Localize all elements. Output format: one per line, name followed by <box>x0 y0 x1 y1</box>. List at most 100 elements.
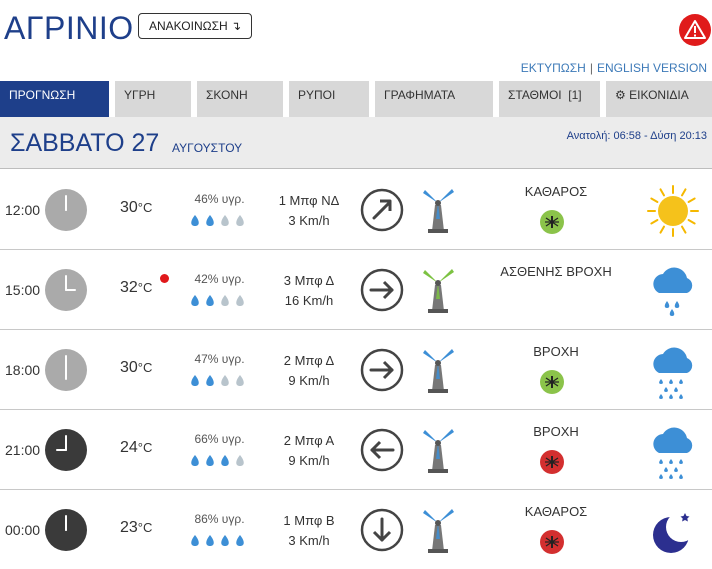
weather-condition: ΚΑΘΑΡΟΣ <box>524 504 588 519</box>
tab-label: ΥΓΡΗ <box>124 88 156 102</box>
turbine-blue-icon <box>418 425 458 475</box>
temperature-value: 24 <box>120 439 138 456</box>
announcement-button[interactable]: ΑΝΑΚΟΙΝΩΣΗ ↴ <box>138 13 253 39</box>
humidity-value: 42% υγρ. <box>194 272 245 286</box>
temperature-unit: °C <box>137 200 153 215</box>
humidity-drops-icon <box>188 294 250 308</box>
month-label: ΑΥΓΟΥΣΤΟΥ <box>172 141 243 155</box>
tab-humidity[interactable]: ΥΓΡΗ <box>115 81 191 117</box>
tab-label: ΕΙΚΟΝΙΔΙΑ <box>629 88 689 102</box>
wind-speed: 3 Km/h <box>288 213 330 228</box>
humidity-drops-icon <box>188 454 250 468</box>
arrow-down-icon <box>360 508 404 552</box>
tab-label: ΠΡΟΓΝΩΣΗ <box>9 88 76 102</box>
wind-info: 2 Μπφ Δ 9 Km/h <box>262 351 356 391</box>
forecast-time: 21:00 <box>5 442 41 458</box>
clock-icon <box>45 509 87 551</box>
tab-label: ΡΥΠΟΙ <box>298 88 336 102</box>
wind-beaufort: 2 Μπφ Α <box>283 433 335 448</box>
wind-info: 2 Μπφ Α 9 Km/h <box>262 431 356 471</box>
forecast-row: 21:00 24°C 66% υγρ. 2 Μπφ Α 9 Km/h ΒΡΟΧΗ <box>0 410 712 490</box>
rain-icon <box>645 423 701 479</box>
gear-icon: ⚙ <box>615 88 626 102</box>
arrow-left-icon <box>360 428 404 472</box>
turbine-green-icon <box>418 265 458 315</box>
day-header: ΣΑΒΒΑΤΟ 27 ΑΥΓΟΥΣΤΟΥ Ανατολή: 06:58 - Δύ… <box>0 117 712 169</box>
forecast-row: 12:00 30°C 46% υγρ. 1 Μπφ ΝΔ 3 Km/h ΚΑΘΑΡΟΣ <box>0 170 712 250</box>
temperature: 23°C <box>120 519 152 537</box>
temperature: 30°C <box>120 199 152 217</box>
forecast-time: 15:00 <box>5 282 41 298</box>
wind-beaufort: 1 Μπφ Β <box>283 513 335 528</box>
temperature-unit: °C <box>137 440 153 455</box>
rain-icon <box>645 343 701 399</box>
english-version-link[interactable]: ENGLISH VERSION <box>596 61 707 75</box>
arrow-right-icon <box>360 348 404 392</box>
wind-info: 1 Μπφ ΝΔ 3 Km/h <box>262 191 356 231</box>
temperature-value: 30 <box>120 359 138 376</box>
wind-speed: 9 Km/h <box>288 373 330 388</box>
weather-condition: ΒΡΟΧΗ <box>533 424 579 439</box>
heat-alert-dot <box>160 274 169 283</box>
temperature-unit: °C <box>137 280 153 295</box>
sun-icon <box>645 183 701 239</box>
forecast-row: 18:00 30°C 47% υγρ. 2 Μπφ Δ 9 Km/h ΒΡΟΧΗ <box>0 330 712 410</box>
wind-beaufort: 1 Μπφ ΝΔ <box>278 193 340 208</box>
alert-warning-icon[interactable] <box>679 14 711 46</box>
forecast-row: 15:00 32°C 42% υγρ. 3 Μπφ Δ 16 Km/h ΑΣΘΕΝΗΣ Β… <box>0 250 712 330</box>
wind-speed: 9 Km/h <box>288 453 330 468</box>
tab-bar: ΠΡΟΓΝΩΣΗ ΥΓΡΗ ΣΚΟΝΗ ΡΥΠΟΙ ΓΡΑΦΗΜΑΤΑ ΣΤΑΘ… <box>0 81 712 117</box>
arrow-up-right-icon <box>360 188 404 232</box>
forecast-time: 18:00 <box>5 362 41 378</box>
temperature: 30°C <box>120 359 152 377</box>
temperature-unit: °C <box>137 360 153 375</box>
tab-forecast[interactable]: ΠΡΟΓΝΩΣΗ <box>0 81 109 117</box>
weather-condition: ΚΑΘΑΡΟΣ <box>524 184 588 199</box>
temperature-value: 30 <box>120 199 138 216</box>
tab-icons[interactable]: ⚙ ΕΙΚΟΝΙΔΙΑ <box>606 81 712 117</box>
humidity-drops-icon <box>188 534 250 548</box>
humidity-value: 46% υγρ. <box>194 192 245 206</box>
print-link[interactable]: ΕΚΤΥΠΩΣΗ <box>520 61 586 75</box>
clock-icon <box>45 429 87 471</box>
tab-label: ΣΚΟΝΗ <box>206 88 248 102</box>
wind-speed: 3 Km/h <box>288 533 330 548</box>
moon-icon <box>645 503 701 559</box>
mosquito-icon <box>540 370 564 394</box>
clock-icon <box>45 269 87 311</box>
link-separator: | <box>589 61 593 75</box>
temperature-unit: °C <box>137 520 153 535</box>
wind-beaufort: 3 Μπφ Δ <box>283 273 335 288</box>
tab-stations[interactable]: ΣΤΑΘΜΟΙ [1] <box>499 81 600 117</box>
turbine-blue-icon <box>418 505 458 555</box>
forecast-time: 00:00 <box>5 522 41 538</box>
sunrise-sunset: Ανατολή: 06:58 - Δύση 20:13 <box>566 130 707 142</box>
temperature-value: 23 <box>120 519 138 536</box>
tab-charts[interactable]: ΓΡΑΦΗΜΑΤΑ <box>375 81 493 117</box>
temperature-value: 32 <box>120 279 138 296</box>
tab-pollutants[interactable]: ΡΥΠΟΙ <box>289 81 369 117</box>
humidity-value: 47% υγρ. <box>194 352 245 366</box>
mosquito-icon <box>540 210 564 234</box>
arrow-right-icon <box>360 268 404 312</box>
clock-icon <box>45 349 87 391</box>
header-links: ΕΚΤΥΠΩΣΗ | ENGLISH VERSION <box>521 61 707 75</box>
humidity-value: 66% υγρ. <box>194 432 245 446</box>
mosquito-icon <box>540 530 564 554</box>
wind-info: 3 Μπφ Δ 16 Km/h <box>262 271 356 311</box>
tab-dust[interactable]: ΣΚΟΝΗ <box>197 81 283 117</box>
weather-condition: ΒΡΟΧΗ <box>533 344 579 359</box>
humidity-drops-icon <box>188 374 250 388</box>
light-rain-icon <box>645 263 701 319</box>
forecast-row: 00:00 23°C 86% υγρ. 1 Μπφ Β 3 Km/h ΚΑΘΑΡΟΣ <box>0 490 712 569</box>
humidity-drops-icon <box>188 214 250 228</box>
turbine-blue-icon <box>418 185 458 235</box>
turbine-blue-icon <box>418 345 458 395</box>
day-title: ΣΑΒΒΑΤΟ 27 <box>10 129 160 157</box>
wind-beaufort: 2 Μπφ Δ <box>283 353 335 368</box>
temperature: 32°C <box>120 279 152 297</box>
tab-label: ΣΤΑΘΜΟΙ [1] <box>508 88 582 102</box>
weather-condition: ΑΣΘΕΝΗΣ ΒΡΟΧΗ <box>500 264 612 279</box>
city-title: ΑΓΡΙΝΙΟ <box>4 10 134 46</box>
forecast-time: 12:00 <box>5 202 41 218</box>
